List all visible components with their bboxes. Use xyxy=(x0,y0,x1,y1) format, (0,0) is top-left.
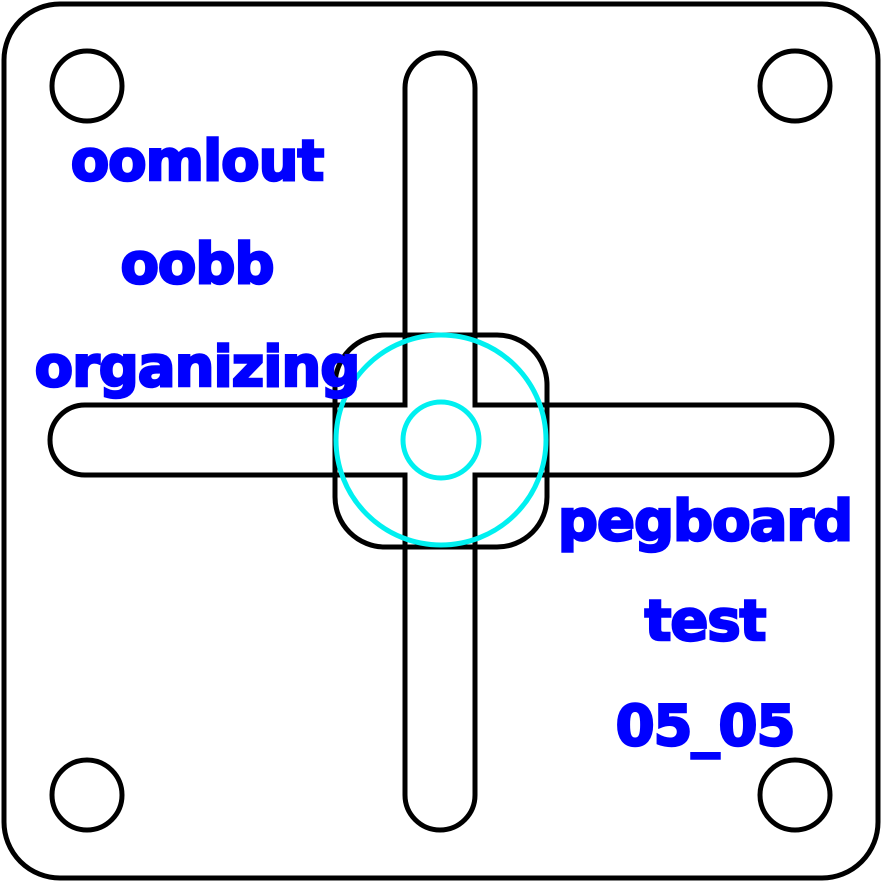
corner-hole-bottom-left xyxy=(49,757,125,833)
label-category: organizing xyxy=(35,335,360,400)
center-cross-stubs xyxy=(335,335,547,545)
label-item: pegboard xyxy=(558,489,852,554)
label-kind: test xyxy=(645,589,766,654)
center-small-circle xyxy=(400,399,482,481)
label-brand: oomlout xyxy=(71,129,324,194)
label-size: 05_05 xyxy=(616,694,795,759)
corner-hole-top-right xyxy=(757,48,833,124)
cross-slot-outline xyxy=(47,50,835,833)
center-large-circle xyxy=(333,332,549,548)
corner-hole-top-left xyxy=(49,48,125,124)
corner-hole-bottom-right xyxy=(757,757,833,833)
label-system: oobb xyxy=(120,232,273,297)
